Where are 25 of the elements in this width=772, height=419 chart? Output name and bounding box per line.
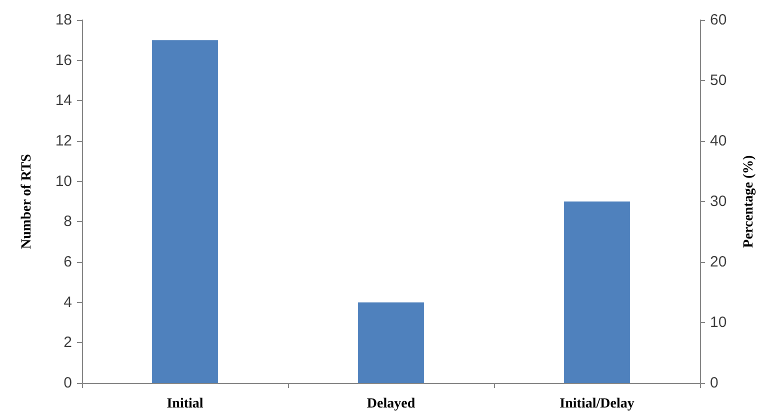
y2-tick-label: 60 (710, 12, 727, 28)
y2-tick-label: 0 (710, 374, 718, 392)
bar (358, 302, 424, 383)
y2-tick-label: 20 (710, 254, 727, 270)
y2-tick-label: 10 (710, 314, 727, 331)
x-tick-label: Delayed (366, 396, 416, 412)
y-axis-title: Number of RTS (20, 154, 34, 249)
y2-tick-label: 50 (710, 72, 727, 89)
x-tick-label: Initial/Delay (560, 396, 634, 412)
y2-tick-label: 40 (710, 132, 727, 150)
y-tick-label: 2 (64, 334, 72, 352)
y-tick-label: 4 (64, 294, 72, 311)
y-tick-label: 8 (64, 213, 72, 230)
x-tick-label: Initial (166, 396, 204, 412)
y-tick-label: 12 (55, 132, 72, 150)
y-tick-label: 10 (55, 172, 72, 190)
bar (152, 40, 218, 383)
y-tick-label: 18 (55, 12, 72, 28)
bar (564, 202, 630, 383)
y-tick-label: 6 (64, 254, 72, 270)
y-tick-label: 0 (64, 374, 72, 392)
y2-tick-label: 30 (710, 193, 727, 210)
y2-axis-title: Percentage (%) (742, 154, 756, 248)
y-tick-label: 14 (55, 92, 72, 110)
y-tick-label: 16 (55, 52, 72, 69)
